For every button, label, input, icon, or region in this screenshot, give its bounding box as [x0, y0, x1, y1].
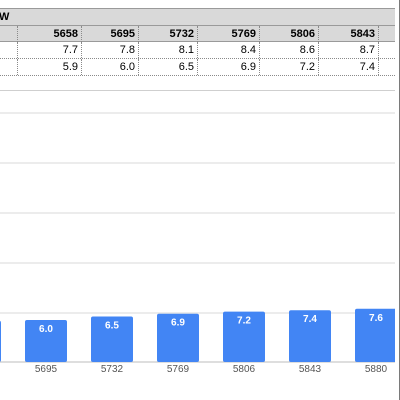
row-label-cell[interactable]: [0, 59, 18, 75]
bar-5695[interactable]: [25, 320, 67, 362]
table-cell[interactable]: 8.4: [198, 42, 260, 58]
data-label: 7.4: [303, 314, 317, 325]
x-tick-label: 5695: [35, 364, 58, 375]
table-row: 7.7 7.8 8.1 8.4 8.6 8.7: [0, 42, 395, 59]
column-header[interactable]: 5695: [82, 26, 139, 42]
data-label: 6.0: [39, 324, 53, 335]
data-label: 6.5: [105, 321, 119, 332]
table-cell[interactable]: 7.8: [82, 42, 139, 58]
table-row: 5.9 6.0 6.5 6.9 7.2 7.4: [0, 59, 395, 76]
x-tick-label: 5843: [299, 364, 322, 375]
x-tick-label: 5769: [167, 364, 190, 375]
header-label: W: [0, 11, 10, 23]
table-cell[interactable]: 6.9: [198, 59, 260, 75]
column-header[interactable]: 5658: [18, 26, 82, 42]
sheet-divider: [0, 76, 395, 91]
data-label: 7.2: [237, 316, 251, 327]
table-cell[interactable]: 6.0: [82, 59, 139, 75]
table-header-band: W: [0, 8, 395, 26]
table-cell[interactable]: 5.9: [18, 59, 82, 75]
table-cell[interactable]: 8.7: [319, 42, 379, 58]
x-tick-label: 5732: [101, 364, 124, 375]
table-cell[interactable]: 7.4: [319, 59, 379, 75]
bar-5732[interactable]: [91, 316, 133, 363]
x-tick-label: 5880: [365, 364, 388, 375]
bar-5806[interactable]: [223, 311, 265, 362]
table-cell[interactable]: 8.6: [260, 42, 319, 58]
column-header[interactable]: 5843: [319, 26, 379, 42]
row-label-cell[interactable]: [0, 42, 18, 58]
row-label-cell[interactable]: [0, 26, 18, 42]
bar-5880[interactable]: [355, 308, 395, 362]
data-label: 6.9: [171, 318, 185, 329]
column-header[interactable]: 5769: [198, 26, 260, 42]
table-cell[interactable]: 6.5: [139, 59, 198, 75]
table-cell[interactable]: 7.7: [18, 42, 82, 58]
table-cell[interactable]: 7.2: [260, 59, 319, 75]
x-tick-label: 5806: [233, 364, 256, 375]
data-label: 7.6: [369, 313, 383, 324]
column-header-row: 5658 5695 5732 5769 5806 5843: [0, 26, 395, 42]
table-cell[interactable]: 8.1: [139, 42, 198, 58]
column-header[interactable]: 5806: [260, 26, 319, 42]
bar-chart[interactable]: 6.0 6.5 6.9 7.2 7.4 7.6 5695 5732 5769 5806 5843 58…: [0, 90, 395, 400]
bar-5769[interactable]: [157, 313, 199, 362]
bar-5658[interactable]: [0, 320, 1, 362]
bar-5843[interactable]: [289, 310, 331, 362]
column-header[interactable]: 5732: [139, 26, 198, 42]
